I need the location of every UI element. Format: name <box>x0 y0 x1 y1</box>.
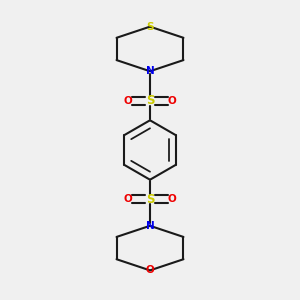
Text: S: S <box>146 193 154 206</box>
Text: O: O <box>123 194 132 204</box>
Text: S: S <box>146 22 154 32</box>
Text: O: O <box>146 266 154 275</box>
Text: N: N <box>146 66 154 76</box>
Text: O: O <box>168 96 177 106</box>
Text: S: S <box>146 94 154 107</box>
Text: O: O <box>123 96 132 106</box>
Text: O: O <box>168 194 177 204</box>
Text: N: N <box>146 221 154 231</box>
